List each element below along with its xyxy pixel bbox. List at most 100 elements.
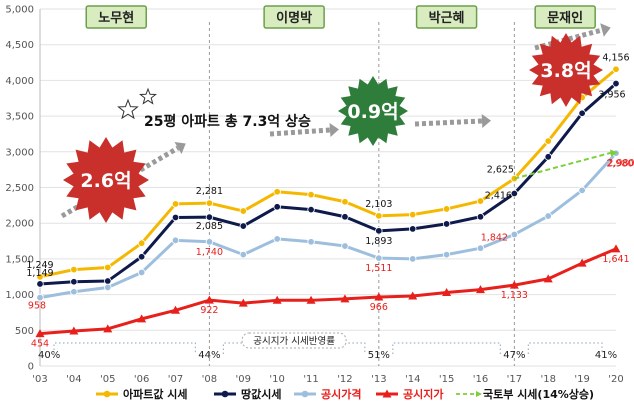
series-point	[137, 268, 146, 277]
ratio-bracket	[222, 342, 366, 354]
data-label: 1,249	[26, 260, 53, 271]
legend-swatch-marker	[301, 390, 309, 398]
badge-2-6: 2.6억	[63, 137, 149, 223]
legend-item: 땅값시세	[214, 387, 281, 401]
series-point	[36, 273, 44, 281]
arrow-1-head	[174, 141, 186, 155]
series-point	[510, 230, 519, 239]
series-point	[69, 326, 79, 335]
series-point	[442, 287, 452, 296]
series-point	[171, 305, 181, 314]
series-point	[205, 199, 214, 207]
series-point	[409, 210, 417, 219]
data-label: 1,641	[602, 254, 629, 265]
legend-label: 땅값시세	[241, 387, 281, 401]
series-point	[70, 265, 78, 274]
data-label: 2,980	[606, 159, 633, 170]
x-tick-label: '14	[405, 374, 420, 385]
x-tick-label: '09	[236, 374, 251, 385]
x-tick-label: '12	[337, 374, 352, 385]
data-label: 1,842	[481, 232, 508, 243]
period-name: 노무현	[98, 10, 134, 26]
series-point	[104, 283, 112, 292]
series-point	[70, 288, 78, 296]
legend-item: 공시지가	[376, 387, 443, 401]
data-label: 2,103	[365, 199, 392, 210]
y-tick-label: 1,000	[5, 290, 34, 301]
badge-3-8-text: 3.8억	[540, 60, 591, 82]
series-point	[544, 137, 552, 145]
period-box-bg	[534, 5, 596, 29]
data-label: 2,281	[196, 186, 223, 197]
x-tick-label: '10	[269, 374, 284, 385]
period-labels: 노무현 이명박 박근혜 문재인	[85, 5, 596, 29]
series-line	[39, 152, 618, 300]
projection-line	[514, 149, 618, 180]
legend-item: 공시가격	[294, 387, 361, 401]
series-point	[171, 200, 180, 208]
data-label: 4,156	[602, 52, 629, 63]
annotations: 2.6억 0.9억 3.8억 25평 아파트 총 7.3억 상승	[60, 23, 611, 223]
period-box-bg	[263, 5, 325, 29]
series-point	[239, 207, 247, 215]
projection-arrowhead	[610, 149, 618, 157]
x-tick-label: '18	[540, 374, 555, 385]
ratio-caption-box	[241, 332, 347, 349]
data-label: 1,149	[26, 268, 53, 279]
series-point	[476, 244, 485, 252]
arrow-3	[414, 118, 483, 127]
x-axis: '03 '04 '05 '06 '07 '08 '09 '10 '11 '12 '13 '14 '15 '…	[32, 374, 623, 385]
x-tick-label: '04	[66, 374, 81, 385]
data-label: 2,085	[196, 221, 223, 232]
series-point	[137, 314, 147, 323]
series-point	[611, 244, 621, 253]
legend-label: 공시지가	[403, 387, 443, 401]
star-doodle-2	[139, 87, 157, 105]
ratio-label: 41%	[595, 350, 617, 361]
x-tick-label: '16	[473, 374, 488, 385]
period-box: 노무현	[85, 5, 147, 29]
series-point	[375, 227, 383, 235]
series-point	[137, 239, 146, 247]
period-dividers	[208, 22, 515, 366]
arrow-4	[534, 27, 603, 51]
series-point	[578, 109, 586, 117]
series-point	[341, 198, 349, 206]
legend-swatch-marker	[382, 389, 392, 398]
series-point	[409, 225, 417, 233]
series-point	[35, 329, 45, 338]
ratio-label: 47%	[503, 350, 525, 361]
arrow-3-head	[481, 114, 491, 128]
series-point	[475, 285, 485, 294]
data-label: 454	[31, 339, 49, 350]
series-point	[375, 212, 383, 220]
legend-label: 국토부 시세(14%상승)	[483, 387, 594, 401]
x-tick-label: '15	[439, 374, 454, 385]
series-point	[306, 295, 316, 304]
series-point	[307, 190, 315, 199]
series-lines	[35, 65, 621, 338]
badge-2-6-shape	[63, 137, 149, 223]
data-label: 1,133	[501, 290, 528, 301]
series-point	[103, 324, 113, 333]
period-box: 문재인	[534, 5, 596, 29]
period-name: 문재인	[547, 10, 583, 26]
data-labels: 1,249 2,281 2,103 2,625 4,156 1,149 2,085 1,893…	[26, 52, 634, 349]
series-point	[104, 263, 112, 272]
y-tick-label: 2,500	[5, 183, 34, 194]
series-point	[442, 205, 451, 213]
y-tick-label: 2,000	[5, 219, 34, 230]
series-point	[510, 189, 519, 198]
period-box-bg	[85, 5, 147, 29]
series-point	[239, 222, 247, 230]
data-label: 922	[200, 305, 218, 316]
series-point	[104, 277, 112, 285]
series-point	[307, 205, 315, 214]
y-tick-label: 3,500	[5, 112, 34, 123]
y-tick-label: 0	[28, 362, 34, 373]
y-tick-label: 5,000	[5, 5, 34, 16]
data-label: 3,956	[598, 90, 625, 101]
data-label: 966	[370, 302, 388, 313]
series-point	[205, 213, 214, 221]
period-name: 이명박	[276, 10, 312, 26]
